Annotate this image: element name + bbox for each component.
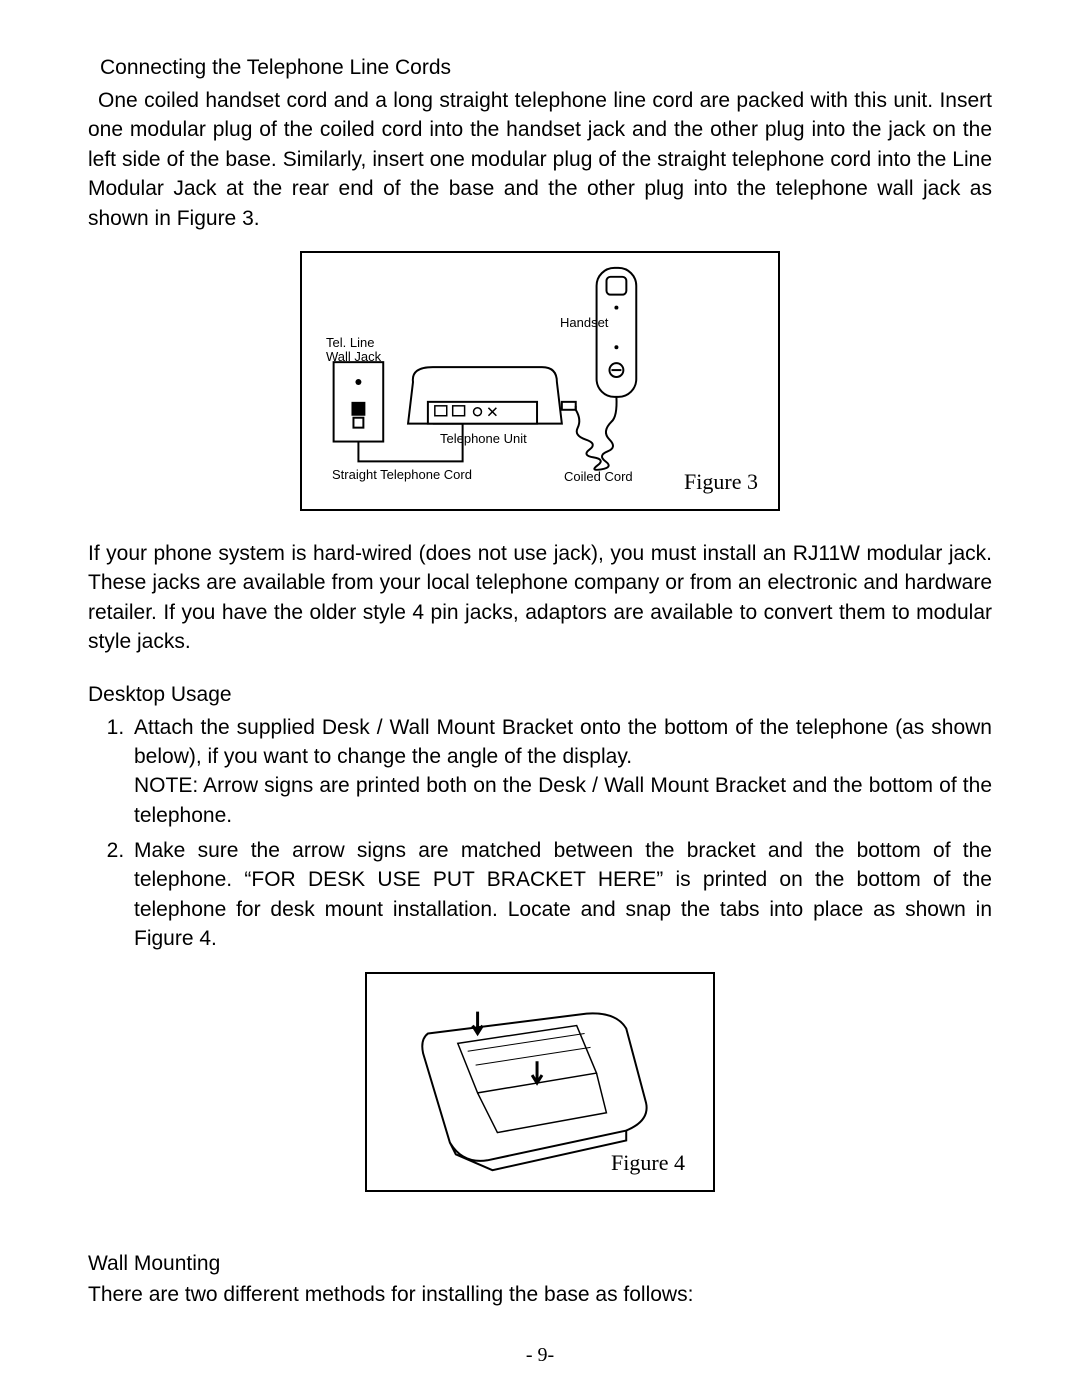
section1-paragraph: One coiled handset cord and a long strai…	[88, 86, 992, 233]
desktop-usage-item-2: Make sure the arrow signs are matched be…	[130, 836, 992, 954]
wall-mounting-paragraph: There are two different methods for inst…	[88, 1280, 992, 1309]
page-number: - 9-	[0, 1344, 1080, 1367]
desktop-usage-item-1: Attach the supplied Desk / Wall Mount Br…	[130, 713, 992, 831]
section-title-wall-mounting: Wall Mounting	[88, 1252, 992, 1276]
desktop-usage-item-1-note: NOTE: Arrow signs are printed both on th…	[134, 771, 992, 830]
desktop-usage-list: Attach the supplied Desk / Wall Mount Br…	[88, 713, 992, 954]
figure3-label-straight: Straight Telephone Cord	[332, 467, 472, 482]
figure-4-box: Figure 4	[365, 972, 715, 1192]
figure-3-caption: Figure 3	[684, 469, 758, 495]
figure3-label-walljack-l1: Tel. Line	[326, 335, 374, 350]
page-container: Connecting the Telephone Line Cords One …	[0, 0, 1080, 1397]
section-title-connecting: Connecting the Telephone Line Cords	[100, 56, 992, 80]
figure-3-box: Handset Tel. Line Wall Jack Telephone Un…	[300, 251, 780, 511]
figure3-label-handset: Handset	[560, 315, 608, 330]
section-title-desktop-usage: Desktop Usage	[88, 683, 992, 707]
figure-4-caption: Figure 4	[611, 1150, 685, 1176]
paragraph-after-fig3: If your phone system is hard-wired (does…	[88, 539, 992, 657]
desktop-usage-item-1-text: Attach the supplied Desk / Wall Mount Br…	[134, 716, 992, 768]
figure3-label-unit: Telephone Unit	[440, 431, 527, 446]
figure3-label-walljack-l2: Wall Jack	[326, 349, 381, 364]
figure3-label-coiled: Coiled Cord	[564, 469, 633, 484]
